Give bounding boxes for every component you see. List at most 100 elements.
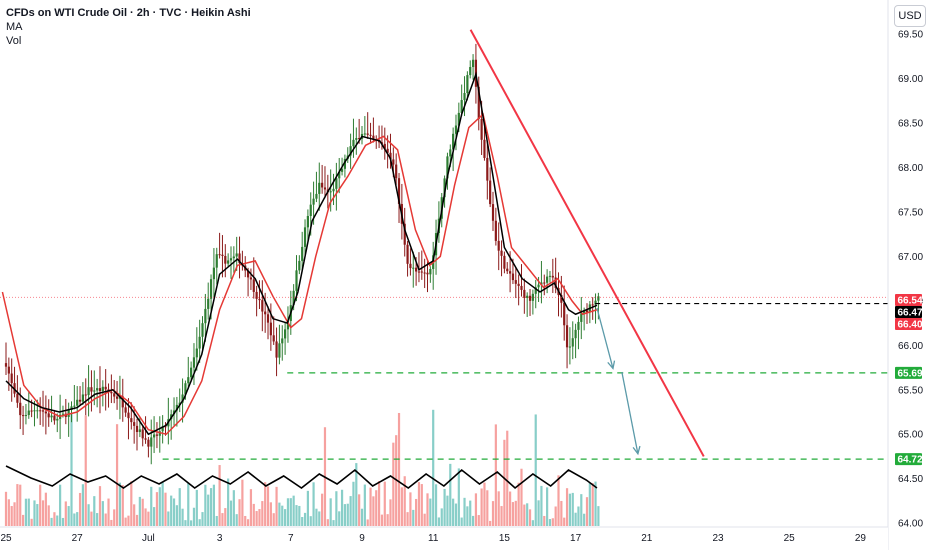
volume-bar bbox=[232, 490, 235, 526]
legend-ma[interactable]: MA bbox=[6, 21, 23, 33]
currency-button[interactable]: USD bbox=[894, 5, 926, 27]
time-tick-label: 25 bbox=[0, 533, 12, 544]
volume-bar bbox=[511, 502, 515, 526]
time-axis-bg bbox=[0, 527, 888, 550]
candle-body bbox=[121, 396, 124, 408]
projection-arrow[interactable] bbox=[596, 307, 614, 369]
volume-bar bbox=[557, 475, 560, 526]
volume-bar bbox=[417, 482, 421, 526]
volume-bar bbox=[184, 520, 187, 526]
candle-body bbox=[252, 279, 255, 292]
candle-body bbox=[429, 268, 432, 275]
volume-bar bbox=[540, 485, 543, 526]
candle-body bbox=[332, 188, 335, 192]
drawn-lines[interactable] bbox=[0, 29, 888, 460]
volume-bar bbox=[491, 501, 495, 526]
volume-bar bbox=[44, 492, 47, 526]
price-tick-label: 69.00 bbox=[898, 74, 923, 85]
volume-bar bbox=[585, 497, 589, 526]
volume-bar bbox=[275, 486, 278, 526]
volume-bar bbox=[377, 481, 381, 526]
volume-bar bbox=[286, 498, 290, 526]
candles bbox=[4, 43, 600, 465]
volume-bar bbox=[190, 520, 193, 526]
volume-bar bbox=[167, 511, 170, 526]
legend-title[interactable]: CFDs on WTI Crude Oil · 2h · TVC · Heiki… bbox=[6, 7, 251, 19]
candle-body bbox=[571, 338, 574, 347]
candle-body bbox=[292, 290, 295, 306]
volume-bar bbox=[207, 494, 210, 526]
candle-body bbox=[489, 180, 492, 205]
volume-bar bbox=[520, 468, 523, 526]
candle-body bbox=[392, 159, 395, 165]
candle-body bbox=[383, 143, 386, 149]
volume-bar bbox=[375, 490, 378, 526]
volume-bar bbox=[121, 485, 124, 526]
volume-bar bbox=[321, 493, 324, 526]
volume-bar bbox=[113, 509, 116, 526]
candle-body bbox=[301, 246, 304, 261]
candle-body bbox=[101, 386, 104, 392]
candle-body bbox=[321, 182, 324, 188]
candle-body bbox=[192, 357, 196, 368]
candle-body bbox=[261, 300, 264, 312]
volume-bar bbox=[241, 479, 244, 526]
projection-arrow[interactable] bbox=[621, 371, 639, 454]
candle-body bbox=[526, 295, 529, 298]
candle-body bbox=[471, 59, 475, 68]
volume-bar bbox=[195, 489, 198, 526]
volume-bar bbox=[4, 491, 8, 526]
candle-body bbox=[190, 367, 193, 378]
candle-body bbox=[340, 168, 344, 172]
legend-vol[interactable]: Vol bbox=[6, 35, 22, 47]
candle-body bbox=[417, 271, 421, 273]
candle-body bbox=[98, 388, 102, 392]
candle-body bbox=[406, 244, 409, 264]
candle-body bbox=[315, 193, 318, 199]
volume-bar bbox=[551, 518, 554, 526]
candle-body bbox=[41, 410, 45, 412]
volume-bar bbox=[70, 412, 73, 526]
candle-body bbox=[124, 407, 127, 413]
candle-body bbox=[84, 394, 87, 396]
candle-body bbox=[61, 413, 65, 415]
volume-bars bbox=[4, 409, 600, 526]
candle-body bbox=[486, 157, 489, 181]
candle-body bbox=[195, 348, 198, 358]
volume-bar bbox=[144, 508, 147, 526]
volume-bar bbox=[155, 492, 159, 526]
volume-bar bbox=[597, 506, 600, 526]
price-tick-label: 66.00 bbox=[898, 341, 923, 352]
volume-bar bbox=[474, 493, 478, 526]
candle-body bbox=[508, 271, 512, 274]
candle-body bbox=[497, 240, 500, 251]
volume-bar bbox=[440, 508, 443, 526]
volume-bar bbox=[386, 514, 389, 526]
downtrend-line[interactable] bbox=[469, 29, 705, 457]
candle-body bbox=[480, 118, 483, 140]
price-tick-label: 64.00 bbox=[898, 519, 923, 530]
volume-bar bbox=[39, 484, 42, 526]
volume-bar bbox=[554, 506, 557, 526]
projection-arrowhead bbox=[607, 360, 616, 370]
volume-bar bbox=[360, 508, 364, 526]
volume-bar bbox=[110, 519, 113, 526]
volume-bar bbox=[104, 513, 107, 526]
volume-bar bbox=[383, 481, 386, 526]
price-axis[interactable]: 69.5069.0068.5068.0067.5067.0066.5066.00… bbox=[887, 0, 932, 550]
volume-bar bbox=[494, 424, 497, 526]
time-axis[interactable]: 25 27 Jul 3 7 9 11 15 17 21 23 25 29 bbox=[0, 526, 888, 550]
volume-bar bbox=[244, 515, 247, 526]
candle-body bbox=[403, 223, 406, 245]
candle-body bbox=[415, 267, 418, 272]
candle-body bbox=[264, 311, 267, 315]
candle-body bbox=[238, 253, 241, 264]
price-badge-label: 65.69 bbox=[898, 368, 923, 379]
volume-bar bbox=[21, 514, 25, 526]
candle-body bbox=[249, 277, 253, 280]
volume-bar bbox=[531, 520, 534, 526]
candle-body bbox=[449, 149, 452, 157]
candle-body bbox=[548, 275, 552, 277]
volume-bar bbox=[152, 507, 156, 526]
